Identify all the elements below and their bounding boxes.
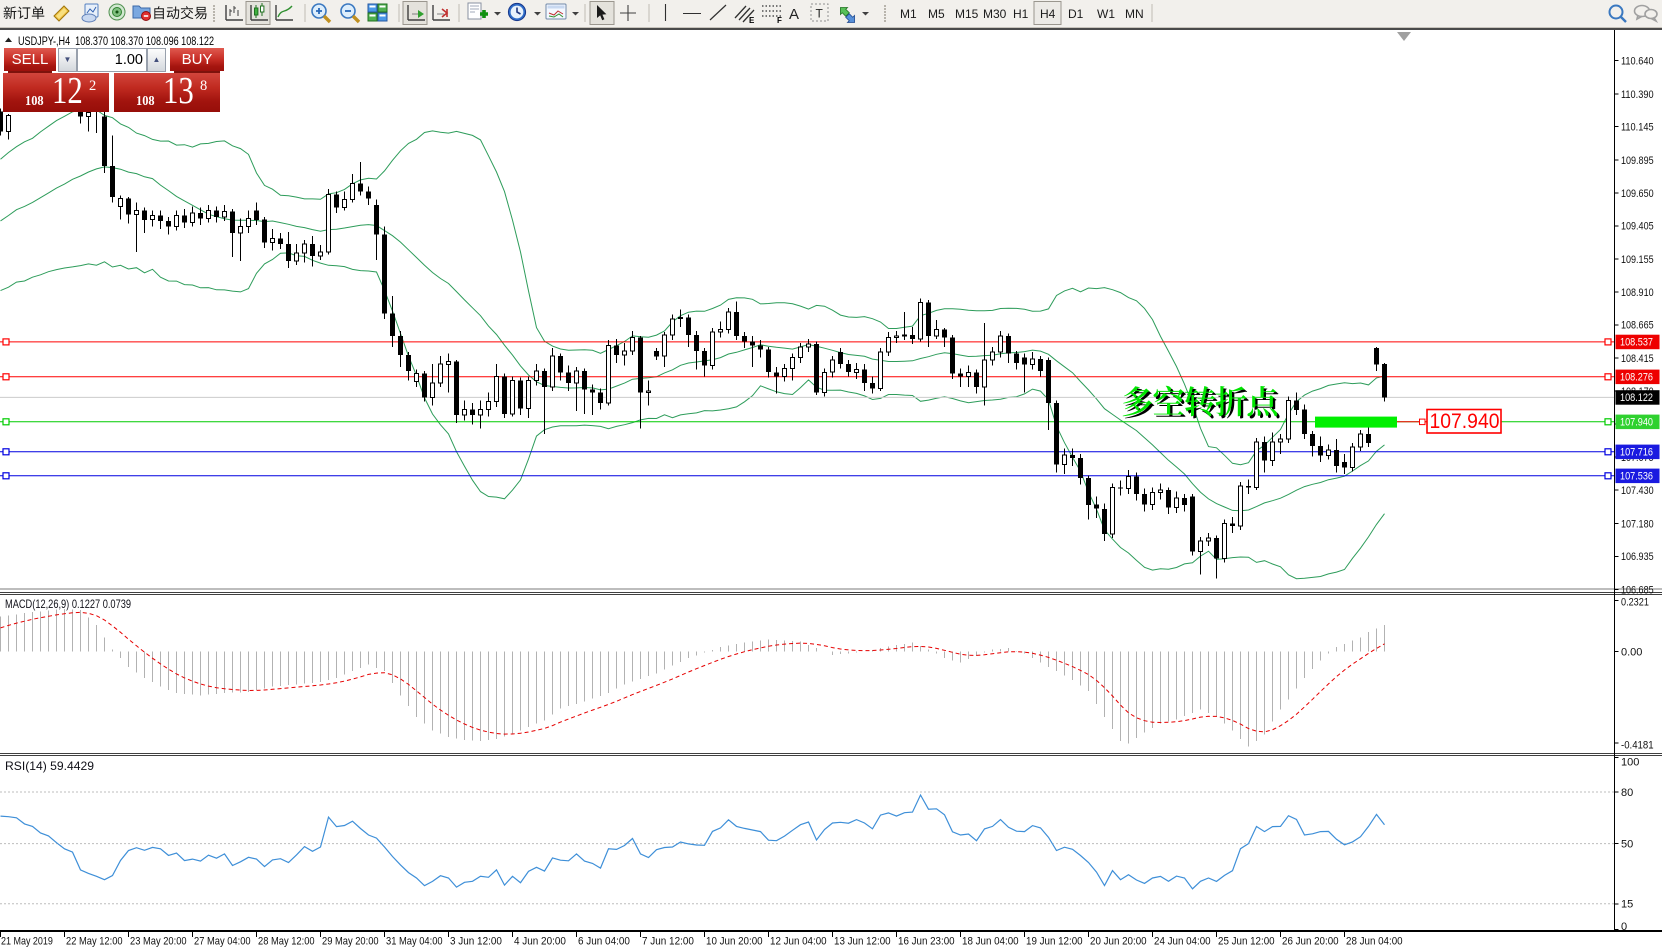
svg-text:23 May 20:00: 23 May 20:00 bbox=[130, 936, 187, 948]
svg-text:7 Jun 12:00: 7 Jun 12:00 bbox=[642, 936, 694, 948]
svg-text:0: 0 bbox=[1621, 921, 1627, 933]
svg-text:12 Jun 04:00: 12 Jun 04:00 bbox=[770, 936, 827, 948]
svg-text:16 Jun 23:00: 16 Jun 23:00 bbox=[898, 936, 955, 948]
svg-text:108.665: 108.665 bbox=[1621, 320, 1654, 332]
svg-text:T: T bbox=[816, 7, 824, 21]
svg-text:4 Jun 20:00: 4 Jun 20:00 bbox=[514, 936, 566, 948]
svg-text:13 Jun 12:00: 13 Jun 12:00 bbox=[834, 936, 891, 948]
svg-text:15: 15 bbox=[1621, 899, 1633, 911]
svg-text:26 Jun 20:00: 26 Jun 20:00 bbox=[1282, 936, 1339, 948]
svg-text:H1: H1 bbox=[1013, 7, 1029, 21]
svg-text:D1: D1 bbox=[1068, 7, 1084, 21]
svg-text:31 May 04:00: 31 May 04:00 bbox=[386, 936, 443, 948]
svg-text:25 Jun 12:00: 25 Jun 12:00 bbox=[1218, 936, 1275, 948]
svg-text:110.640: 110.640 bbox=[1621, 55, 1654, 67]
svg-text:H4: H4 bbox=[1040, 7, 1056, 21]
svg-text:107.940: 107.940 bbox=[1430, 410, 1500, 433]
svg-text:28 Jun 04:00: 28 Jun 04:00 bbox=[1346, 936, 1403, 948]
svg-text:106.685: 106.685 bbox=[1621, 585, 1654, 597]
svg-text:28 May 12:00: 28 May 12:00 bbox=[258, 936, 315, 948]
svg-text:109.895: 109.895 bbox=[1621, 155, 1654, 167]
svg-text:109.405: 109.405 bbox=[1621, 221, 1654, 233]
svg-text:W1: W1 bbox=[1097, 7, 1115, 21]
svg-text:110.145: 110.145 bbox=[1621, 122, 1654, 134]
svg-text:107.430: 107.430 bbox=[1621, 485, 1654, 497]
svg-text:108.910: 108.910 bbox=[1621, 287, 1654, 299]
svg-text:24 Jun 04:00: 24 Jun 04:00 bbox=[1154, 936, 1211, 948]
svg-text:0.00: 0.00 bbox=[1621, 646, 1642, 658]
svg-text:108.122: 108.122 bbox=[1620, 392, 1653, 404]
svg-text:M5: M5 bbox=[928, 7, 945, 21]
svg-text:M15: M15 bbox=[955, 7, 979, 21]
svg-text:MACD(12,26,9) 0.1227 0.0739: MACD(12,26,9) 0.1227 0.0739 bbox=[5, 597, 131, 611]
svg-text:3 Jun 12:00: 3 Jun 12:00 bbox=[450, 936, 502, 948]
svg-text:100: 100 bbox=[1621, 756, 1639, 768]
svg-text:27 May 04:00: 27 May 04:00 bbox=[194, 936, 251, 948]
svg-text:M1: M1 bbox=[900, 7, 917, 21]
svg-text:110.390: 110.390 bbox=[1621, 89, 1654, 101]
svg-text:80: 80 bbox=[1621, 787, 1633, 799]
svg-text:108.415: 108.415 bbox=[1621, 353, 1654, 365]
svg-text:109.155: 109.155 bbox=[1621, 254, 1654, 266]
svg-text:107.536: 107.536 bbox=[1620, 471, 1653, 483]
svg-text:108.537: 108.537 bbox=[1620, 337, 1653, 349]
svg-text:19 Jun 12:00: 19 Jun 12:00 bbox=[1026, 936, 1083, 948]
svg-text:MN: MN bbox=[1125, 7, 1144, 21]
svg-text:RSI(14) 59.4429: RSI(14) 59.4429 bbox=[5, 759, 94, 773]
svg-text:109.650: 109.650 bbox=[1621, 188, 1654, 200]
svg-text:106.935: 106.935 bbox=[1621, 551, 1654, 563]
svg-text:-0.4181: -0.4181 bbox=[1621, 739, 1654, 751]
svg-text:F: F bbox=[777, 16, 782, 25]
svg-text:18 Jun 04:00: 18 Jun 04:00 bbox=[962, 936, 1019, 948]
svg-text:107.940: 107.940 bbox=[1620, 417, 1653, 429]
svg-text:29 May 20:00: 29 May 20:00 bbox=[322, 936, 379, 948]
svg-text:21 May 2019: 21 May 2019 bbox=[1, 936, 53, 948]
svg-text:0.2321: 0.2321 bbox=[1621, 597, 1649, 609]
svg-text:107.716: 107.716 bbox=[1620, 447, 1653, 459]
svg-text:M30: M30 bbox=[983, 7, 1007, 21]
svg-text:107.180: 107.180 bbox=[1621, 518, 1654, 530]
svg-text:22 May 12:00: 22 May 12:00 bbox=[66, 936, 123, 948]
svg-text:10 Jun 20:00: 10 Jun 20:00 bbox=[706, 936, 763, 948]
svg-text:USDJPY-,H4 108.370 108.370 10: USDJPY-,H4 108.370 108.370 108.096 108.1… bbox=[18, 36, 214, 48]
svg-text:E: E bbox=[749, 16, 755, 25]
svg-text:A: A bbox=[789, 6, 799, 23]
svg-text:50: 50 bbox=[1621, 838, 1633, 850]
svg-text:6 Jun 04:00: 6 Jun 04:00 bbox=[578, 936, 630, 948]
svg-text:108.276: 108.276 bbox=[1620, 372, 1653, 384]
svg-text:20 Jun 20:00: 20 Jun 20:00 bbox=[1090, 936, 1147, 948]
